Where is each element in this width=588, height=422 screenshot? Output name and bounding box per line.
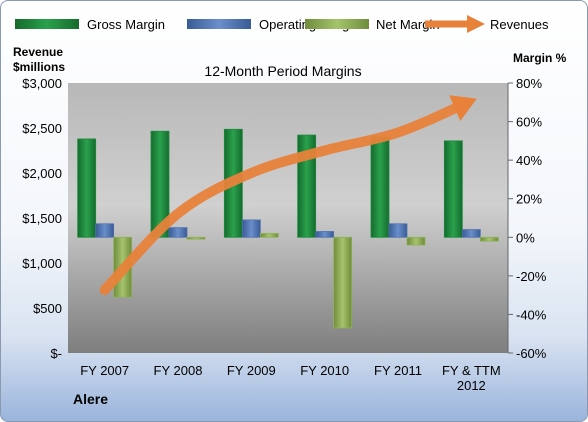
net-margin-bar xyxy=(406,236,426,246)
operating-margin-bar xyxy=(461,229,481,238)
right-tick-label: 40% xyxy=(516,153,542,168)
bar-series xyxy=(77,128,499,329)
legend-swatch-gross xyxy=(15,19,79,29)
left-tick-label: $1,000 xyxy=(22,256,62,271)
right-tick-label: 80% xyxy=(516,76,542,91)
right-axis-title: Margin % xyxy=(513,51,567,65)
left-tick-label: $500 xyxy=(33,301,62,316)
company-label: Alere xyxy=(73,391,108,407)
legend-item-gross-margin[interactable]: Gross Margin xyxy=(15,17,165,32)
x-tick-label: 2012 xyxy=(457,378,486,393)
x-tick-label: FY 2009 xyxy=(227,363,276,378)
operating-margin-bar xyxy=(388,223,408,238)
left-tick-label: $3,000 xyxy=(22,76,62,91)
right-tick-label: 20% xyxy=(516,192,542,207)
left-tick-label: $2,000 xyxy=(22,166,62,181)
operating-margin-bar xyxy=(95,223,115,238)
x-tick-label: FY 2008 xyxy=(154,363,203,378)
legend: Gross Margin Operating Margin Net Margin… xyxy=(15,15,549,33)
right-tick-label: 60% xyxy=(516,115,542,130)
legend-item-net-margin[interactable]: Net Margin xyxy=(305,17,440,32)
right-tick-label: -60% xyxy=(516,346,547,361)
left-axis: $- $500 $1,000 $1,500 $2,000 $2,500 $3,000 xyxy=(22,76,62,361)
left-axis-title-line2: $millions xyxy=(13,60,65,74)
legend-label-gross: Gross Margin xyxy=(87,17,165,32)
x-tick-label: FY 2007 xyxy=(80,363,129,378)
left-tick-label: $1,500 xyxy=(22,211,62,226)
revenues-series xyxy=(99,95,477,295)
gross-margin-bar xyxy=(443,140,463,238)
left-tick-label: $- xyxy=(50,346,62,361)
operating-margin-bar xyxy=(315,231,335,238)
right-tick-label: -40% xyxy=(516,307,547,322)
net-margin-bar xyxy=(186,236,206,240)
right-tick-label: -20% xyxy=(516,269,547,284)
legend-item-revenues[interactable]: Revenues xyxy=(425,15,549,33)
left-tick-label: $2,500 xyxy=(22,121,62,136)
x-axis: FY 2007 FY 2008 FY 2009 FY 2010 FY 2011 FY & … xyxy=(80,363,501,393)
revenues-line xyxy=(99,101,464,295)
revenues-arrowhead xyxy=(449,95,477,121)
net-margin-bar xyxy=(479,236,499,242)
right-axis: -60% -40% -20% 0% 20% 40% 60% 80% xyxy=(507,76,547,361)
x-tick-label: FY & TTM xyxy=(442,363,501,378)
legend-label-net: Net Margin xyxy=(376,17,440,32)
plot-area xyxy=(68,83,508,353)
legend-swatch-net xyxy=(305,19,369,29)
operating-margin-bar xyxy=(168,227,188,238)
legend-swatch-operating xyxy=(187,19,251,29)
left-axis-title-line1: Revenue xyxy=(13,45,63,59)
gross-margin-bar xyxy=(150,130,170,238)
net-margin-bar xyxy=(259,233,279,238)
right-tick-label: 0% xyxy=(516,230,535,245)
x-tick-label: FY 2011 xyxy=(374,363,422,378)
legend-label-revenues: Revenues xyxy=(490,17,549,32)
gross-margin-bar xyxy=(77,138,97,238)
gross-margin-bar xyxy=(370,136,390,238)
operating-margin-bar xyxy=(241,219,261,238)
x-tick-label: FY 2010 xyxy=(300,363,349,378)
chart-title: 12-Month Period Margins xyxy=(204,63,361,79)
net-margin-bar xyxy=(333,236,353,329)
legend-arrowhead-revenues xyxy=(467,15,485,33)
